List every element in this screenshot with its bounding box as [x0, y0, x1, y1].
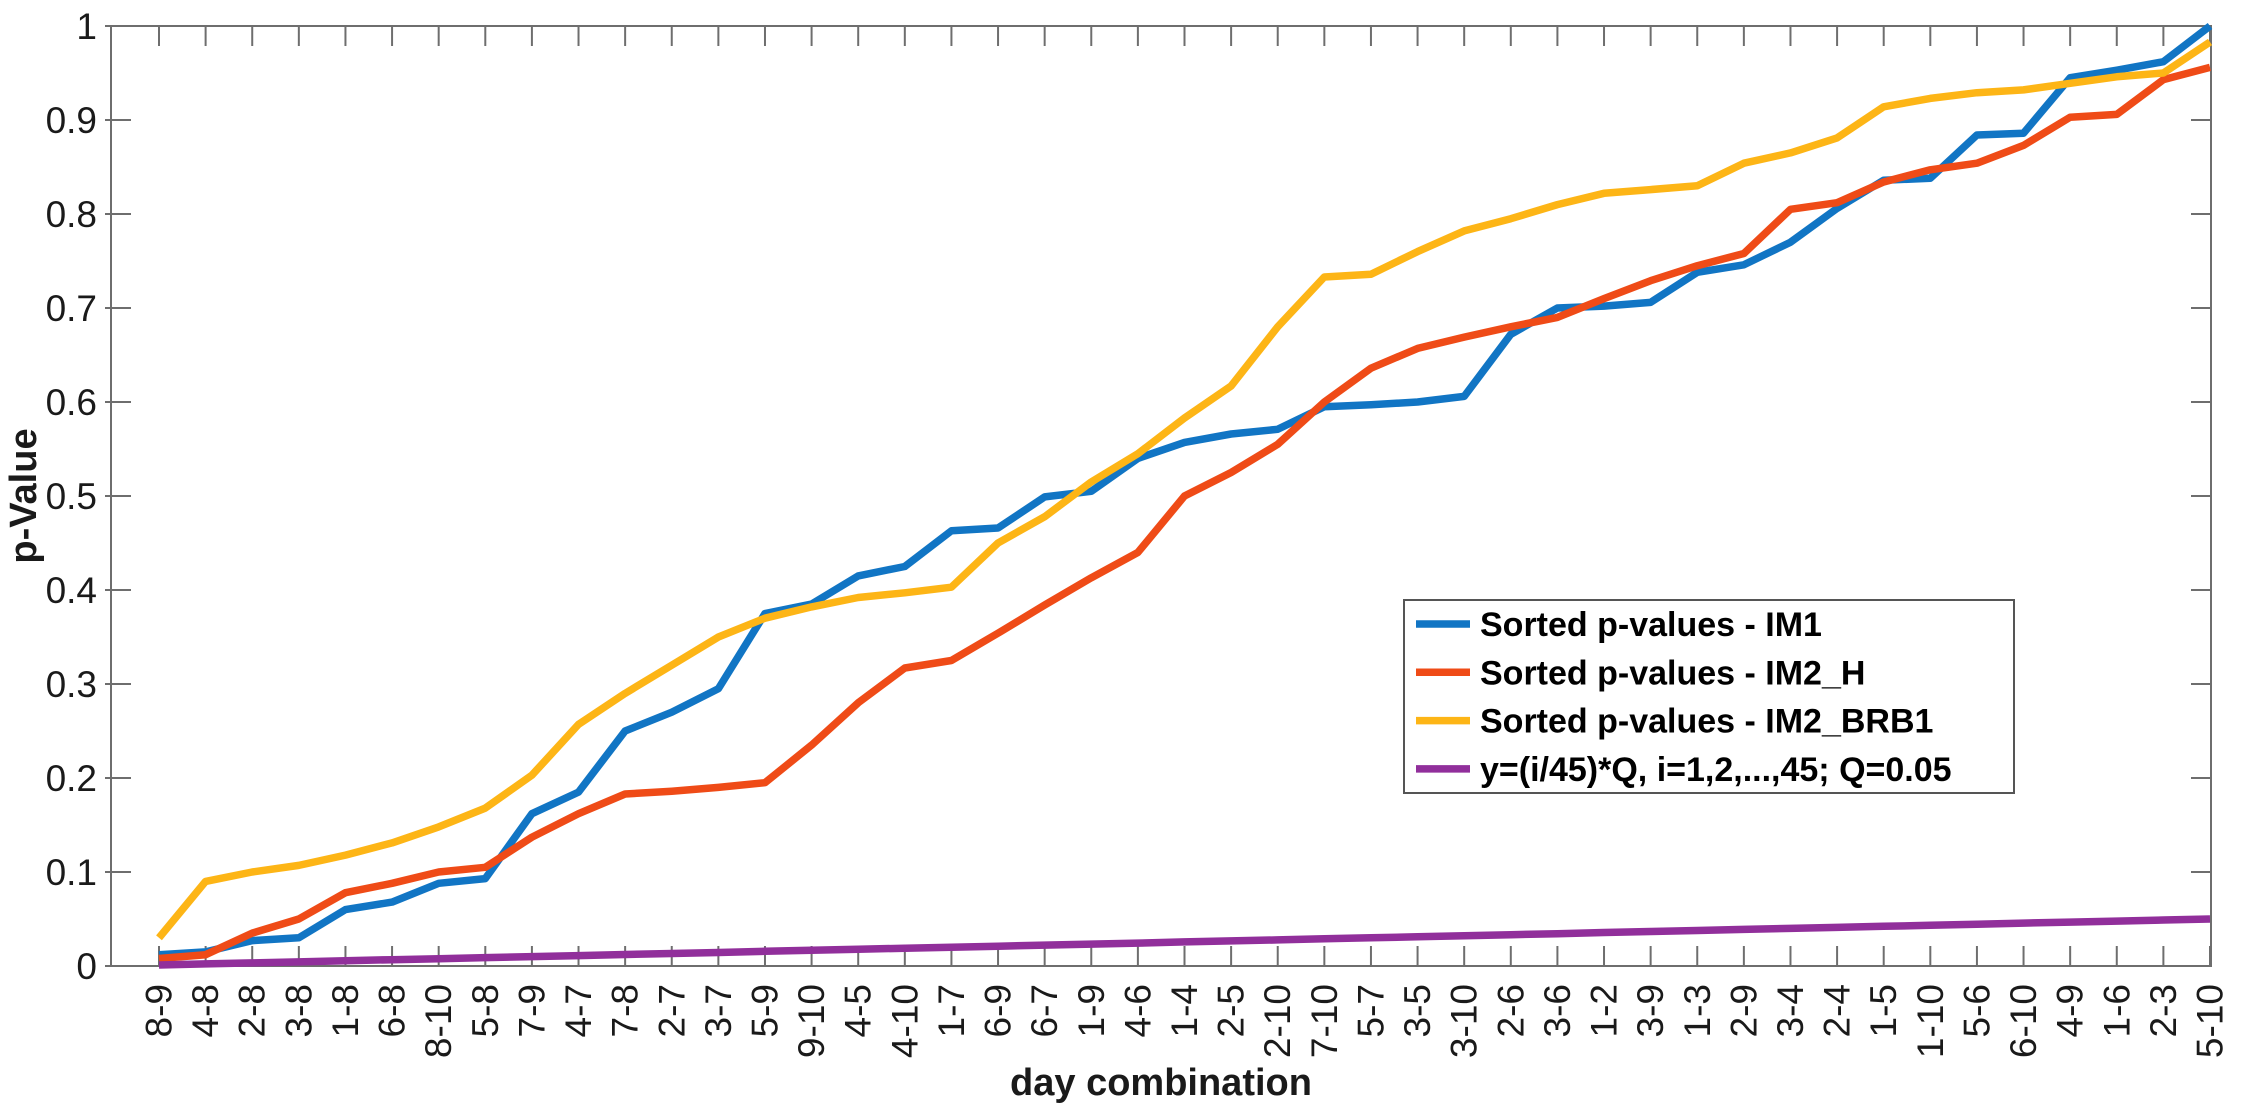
x-tick-label: 6-10	[2003, 984, 2044, 1058]
x-tick-label: 2-10	[1257, 984, 1298, 1058]
x-tick-label: 5-10	[2190, 984, 2231, 1058]
legend-item: Sorted p-values - IM2_H	[1416, 654, 1865, 692]
x-tick-label: 6-9	[978, 984, 1019, 1037]
x-tick-label: 8-9	[139, 984, 180, 1037]
x-tick-label: 4-7	[558, 984, 599, 1037]
x-tick-label: 2-3	[2143, 984, 2184, 1037]
x-tick-label: 3-9	[1630, 984, 1671, 1037]
y-tick-label: 0.7	[46, 288, 97, 329]
legend-label: Sorted p-values - IM1	[1480, 606, 1822, 644]
legend-item: Sorted p-values - IM2_BRB1	[1416, 703, 1933, 741]
label-layer: p-Value day combination	[3, 428, 1312, 1104]
x-tick-label: 7-10	[1304, 984, 1345, 1058]
y-tick-label: 0.2	[46, 758, 97, 799]
y-tick-label: 0	[76, 946, 97, 987]
x-tick-label: 6-8	[372, 984, 413, 1037]
x-tick-label: 1-6	[2096, 984, 2137, 1037]
x-tick-label: 2-9	[1723, 984, 1764, 1037]
y-tick-label: 0.4	[46, 570, 97, 611]
legend-label: y=(i/45)*Q, i=1,2,...,45; Q=0.05	[1480, 751, 1952, 789]
legend: Sorted p-values - IM1 Sorted p-values - I…	[1403, 599, 2015, 794]
x-tick-label: 2-6	[1490, 984, 1531, 1037]
x-tick-label: 9-10	[791, 984, 832, 1058]
x-tick-label: 4-5	[838, 984, 879, 1037]
x-tick-label: 4-9	[2050, 984, 2091, 1037]
x-tick-label: 3-8	[278, 984, 319, 1037]
y-tick-label: 0.5	[46, 476, 97, 517]
x-tick-label: 1-2	[1584, 984, 1625, 1037]
legend-label: Sorted p-values - IM2_H	[1480, 654, 1865, 692]
x-tick-label: 3-6	[1537, 984, 1578, 1037]
y-tick-label: 0.3	[46, 664, 97, 705]
legend-box	[1403, 599, 2015, 794]
legend-item: Sorted p-values - IM1	[1416, 606, 1822, 644]
x-tick-label: 2-7	[651, 984, 692, 1037]
x-tick-label: 8-10	[418, 984, 459, 1058]
x-tick-label: 3-5	[1397, 984, 1438, 1037]
series-layer	[156, 23, 2213, 969]
x-tick-label: 1-7	[931, 984, 972, 1037]
x-tick-label: 4-6	[1117, 984, 1158, 1037]
x-tick-label: 5-8	[465, 984, 506, 1037]
x-axis-title: day combination	[1010, 1062, 1312, 1104]
series-line-sorted-p-values-im2-brb1	[156, 38, 2213, 941]
series-line-sorted-p-values-im2-h	[158, 63, 2211, 963]
x-tick-label: 4-10	[884, 984, 925, 1058]
legend-item: y=(i/45)*Q, i=1,2,...,45; Q=0.05	[1416, 751, 1952, 789]
x-tick-label: 1-3	[1677, 984, 1718, 1037]
series-line-y-i-45-q-i-1-2-45-q-0-05	[158, 915, 2211, 969]
x-tick-label: 7-9	[511, 984, 552, 1037]
x-tick-label: 2-5	[1211, 984, 1252, 1037]
y-tick-label: 0.9	[46, 100, 97, 141]
y-tick-label: 0.8	[46, 194, 97, 235]
x-tick-label: 5-6	[1956, 984, 1997, 1037]
x-tick-label: 4-8	[185, 984, 226, 1037]
legend-label: Sorted p-values - IM2_BRB1	[1480, 703, 1933, 741]
y-tick-label: 1	[76, 6, 97, 47]
axes-layer: 8-9 4-8 2-8 3-8 1-8 6-8 8-10 5-8 7-9 4-7 7-8 2-7 3-7…	[46, 6, 2231, 1058]
x-tick-label: 2-8	[232, 984, 273, 1037]
plot-box	[110, 25, 2212, 967]
x-tick-label: 5-7	[1350, 984, 1391, 1037]
y-tick-label: 0.6	[46, 382, 97, 423]
x-tick-label: 3-7	[698, 984, 739, 1037]
x-tick-label: 2-4	[1817, 984, 1858, 1037]
x-tick-label: 6-7	[1024, 984, 1065, 1037]
x-tick-label: 3-10	[1444, 984, 1485, 1058]
x-tick-label: 1-9	[1071, 984, 1112, 1037]
x-tick-label: 5-9	[744, 984, 785, 1037]
x-tick-label: 7-8	[605, 984, 646, 1037]
x-tick-label: 1-4	[1164, 984, 1205, 1037]
x-tick-label: 1-8	[325, 984, 366, 1037]
x-tick-label: 3-4	[1770, 984, 1811, 1037]
x-tick-label: 1-5	[1863, 984, 1904, 1037]
y-tick-label: 0.1	[46, 852, 97, 893]
x-tick-label: 1-10	[1910, 984, 1951, 1058]
y-axis-title: p-Value	[3, 428, 45, 563]
